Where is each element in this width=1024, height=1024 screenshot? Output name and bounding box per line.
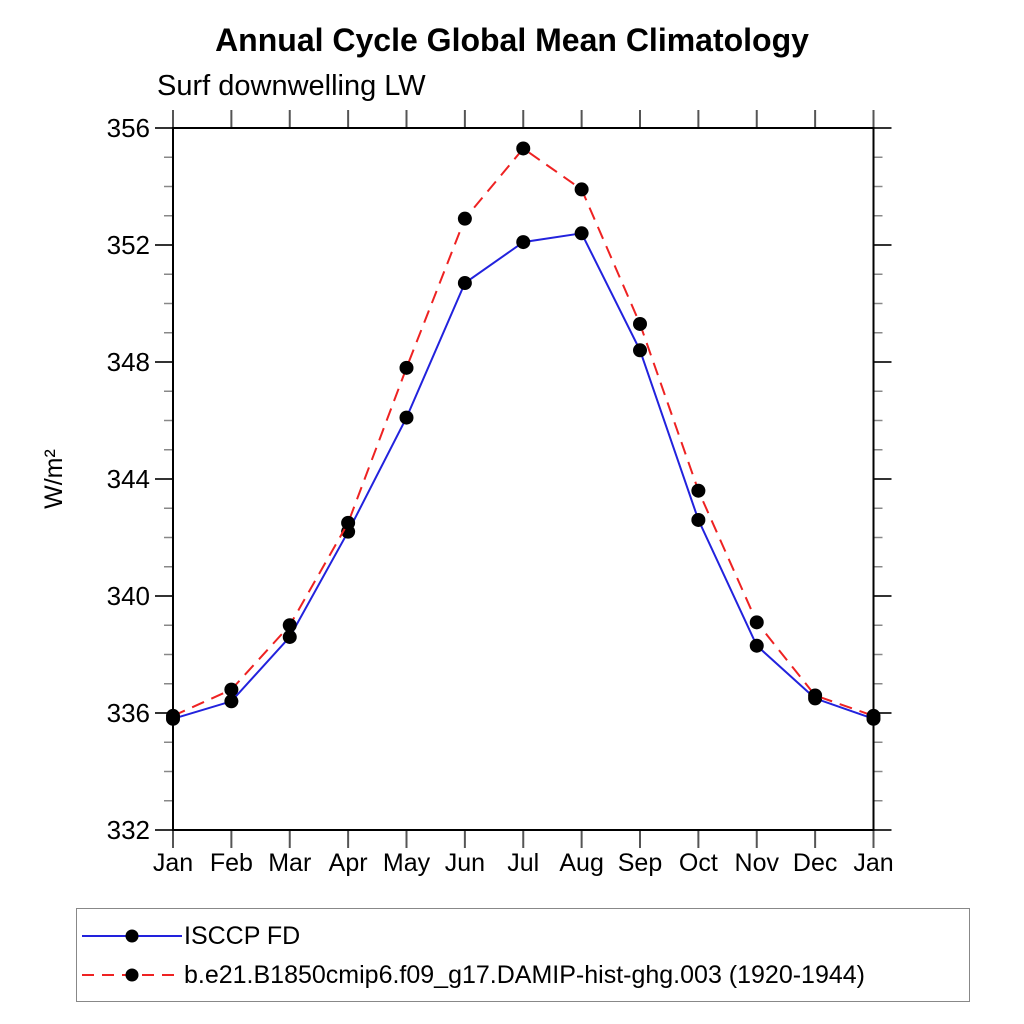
x-tick-label: Oct — [679, 849, 718, 877]
data-point-marker — [457, 211, 472, 226]
y-tick-label: 356 — [107, 113, 150, 143]
data-point-marker — [749, 615, 764, 630]
x-tick-label: Aug — [559, 849, 603, 877]
x-tick-label: Apr — [329, 849, 368, 877]
page-title: Annual Cycle Global Mean Climatology — [215, 22, 809, 58]
x-tick-label: Sep — [618, 849, 662, 877]
series-line-1 — [172, 147, 874, 717]
x-tick-label: Jul — [507, 849, 539, 877]
data-point-marker — [399, 360, 414, 375]
data-point-marker — [633, 343, 647, 358]
data-point-marker — [166, 708, 180, 723]
y-tick-label: 336 — [107, 698, 150, 728]
legend-item: ISCCP FD — [82, 921, 969, 951]
x-tick-label: Dec — [793, 849, 837, 877]
data-point-marker — [633, 316, 647, 331]
x-tick-label: May — [383, 849, 431, 877]
data-point-marker — [691, 512, 706, 527]
x-tick-label: Mar — [268, 849, 311, 877]
legend-label: b.e21.B1850cmip6.f09_g17.DAMIP-hist-ghg.… — [184, 960, 865, 989]
data-point-marker — [516, 141, 531, 156]
data-point-marker — [399, 410, 414, 425]
y-tick-label: 340 — [107, 581, 150, 611]
data-point-marker — [282, 618, 297, 633]
solid-line-marker-icon — [82, 929, 182, 942]
y-tick-label: 348 — [107, 347, 150, 377]
y-axis-label: W/m² — [40, 449, 68, 509]
data-point-marker — [224, 682, 239, 697]
x-tick-label: Jun — [445, 849, 485, 877]
data-point-marker — [574, 226, 589, 241]
data-point-marker — [866, 708, 881, 723]
data-point-marker — [691, 483, 706, 498]
chart-subtitle: Surf downwelling LW — [157, 70, 426, 102]
legend-marker-dot — [125, 968, 139, 981]
x-tick-label: Jan — [153, 849, 193, 877]
x-tick-label: Nov — [735, 849, 780, 877]
y-tick-label: 352 — [107, 230, 150, 260]
x-tick-label: Jan — [853, 849, 893, 877]
series-line-0 — [172, 232, 874, 720]
data-point-marker — [224, 694, 239, 709]
legend-marker-dot — [125, 929, 139, 942]
data-point-marker — [574, 182, 589, 197]
dashed-line-marker-icon — [82, 968, 182, 981]
y-tick-label: 332 — [107, 815, 150, 845]
y-tick-label: 344 — [107, 464, 150, 494]
axis-frame — [172, 127, 875, 831]
data-point-marker — [808, 688, 823, 703]
data-point-marker — [749, 638, 764, 653]
data-point-marker — [516, 235, 531, 250]
legend: ISCCP FD b.e21.B1850cmip6.f09_g17.DAMIP-h… — [76, 908, 970, 1002]
data-point-marker — [282, 629, 297, 644]
x-tick-label: Feb — [210, 849, 253, 877]
legend-label: ISCCP FD — [184, 921, 301, 950]
legend-item: b.e21.B1850cmip6.f09_g17.DAMIP-hist-ghg.… — [82, 960, 969, 990]
data-point-marker — [457, 276, 472, 291]
data-point-marker — [341, 515, 356, 530]
